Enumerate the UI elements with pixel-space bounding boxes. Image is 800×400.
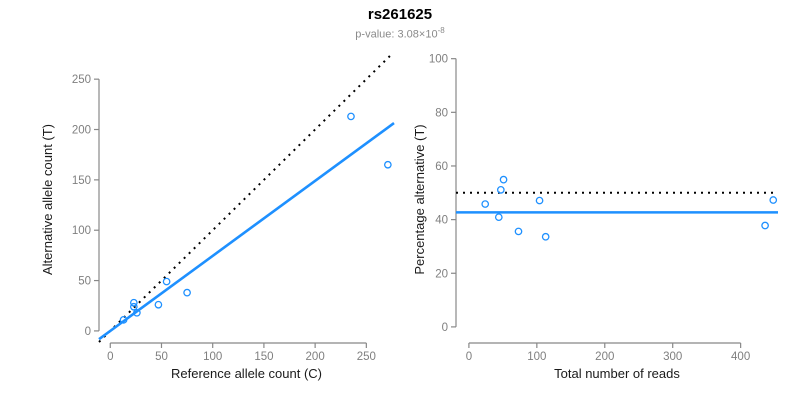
right-y-tick-label: 40 bbox=[435, 215, 448, 227]
left-data-point bbox=[162, 277, 171, 286]
right-data-point bbox=[481, 200, 490, 208]
left-y-tick-label: 100 bbox=[72, 225, 91, 237]
subtitle-base: p-value: 3.08×10 bbox=[355, 28, 438, 41]
figure-subtitle: p-value: 3.08×10-8 bbox=[0, 26, 800, 41]
left-y-tick-label: 250 bbox=[72, 74, 91, 86]
right-data-point bbox=[494, 213, 503, 222]
left-data-point bbox=[347, 112, 355, 121]
right-x-axis-title: Total number of reads bbox=[554, 366, 680, 381]
right-data-point bbox=[496, 185, 505, 194]
left-x-tick-label: 0 bbox=[107, 351, 113, 363]
left-data-point bbox=[129, 298, 138, 307]
left-x-tick-label: 150 bbox=[254, 351, 273, 363]
right-data-point bbox=[514, 227, 523, 236]
right-data-point bbox=[499, 175, 508, 184]
left-data-point bbox=[133, 308, 141, 317]
right-y-tick-label: 80 bbox=[435, 107, 448, 119]
figure-title: rs261625 bbox=[367, 6, 433, 23]
right-y-axis-title: Percentage alternative (T) bbox=[412, 124, 427, 274]
subtitle-exponent: -8 bbox=[437, 26, 445, 35]
left-data-point bbox=[183, 288, 191, 297]
left-identity-line bbox=[98, 55, 391, 343]
left-x-tick-label: 50 bbox=[155, 351, 168, 363]
right-x-tick-label: 300 bbox=[663, 351, 682, 363]
left-x-tick-label: 100 bbox=[203, 351, 222, 363]
left-y-axis-title: Alternative allele count (T) bbox=[40, 124, 55, 275]
left-data-point bbox=[154, 300, 163, 309]
right-y-tick-label: 60 bbox=[435, 161, 448, 173]
right-data-point bbox=[535, 196, 544, 205]
left-y-tick-label: 150 bbox=[72, 175, 91, 187]
left-y-tick-label: 50 bbox=[78, 276, 91, 288]
left-data-point bbox=[129, 302, 138, 311]
left-x-tick-label: 250 bbox=[357, 351, 376, 363]
left-data-point bbox=[119, 315, 128, 324]
left-y-tick-label: 0 bbox=[85, 326, 91, 338]
left-fit-line bbox=[98, 122, 395, 341]
left-y-tick-label: 200 bbox=[72, 125, 91, 137]
left-x-axis-title: Reference allele count (C) bbox=[171, 366, 322, 381]
right-y-tick-label: 0 bbox=[442, 322, 448, 334]
right-x-tick-label: 400 bbox=[731, 351, 750, 363]
right-x-tick-label: 0 bbox=[466, 351, 472, 363]
right-x-tick-label: 200 bbox=[595, 351, 614, 363]
left-data-point bbox=[384, 160, 392, 169]
right-data-point bbox=[769, 196, 778, 204]
right-data-point bbox=[541, 232, 550, 241]
right-y-tick-label: 20 bbox=[435, 268, 448, 280]
right-data-point bbox=[761, 221, 769, 230]
left-x-tick-label: 200 bbox=[306, 351, 325, 363]
right-x-tick-label: 100 bbox=[527, 351, 546, 363]
right-y-tick-label: 100 bbox=[429, 54, 448, 66]
